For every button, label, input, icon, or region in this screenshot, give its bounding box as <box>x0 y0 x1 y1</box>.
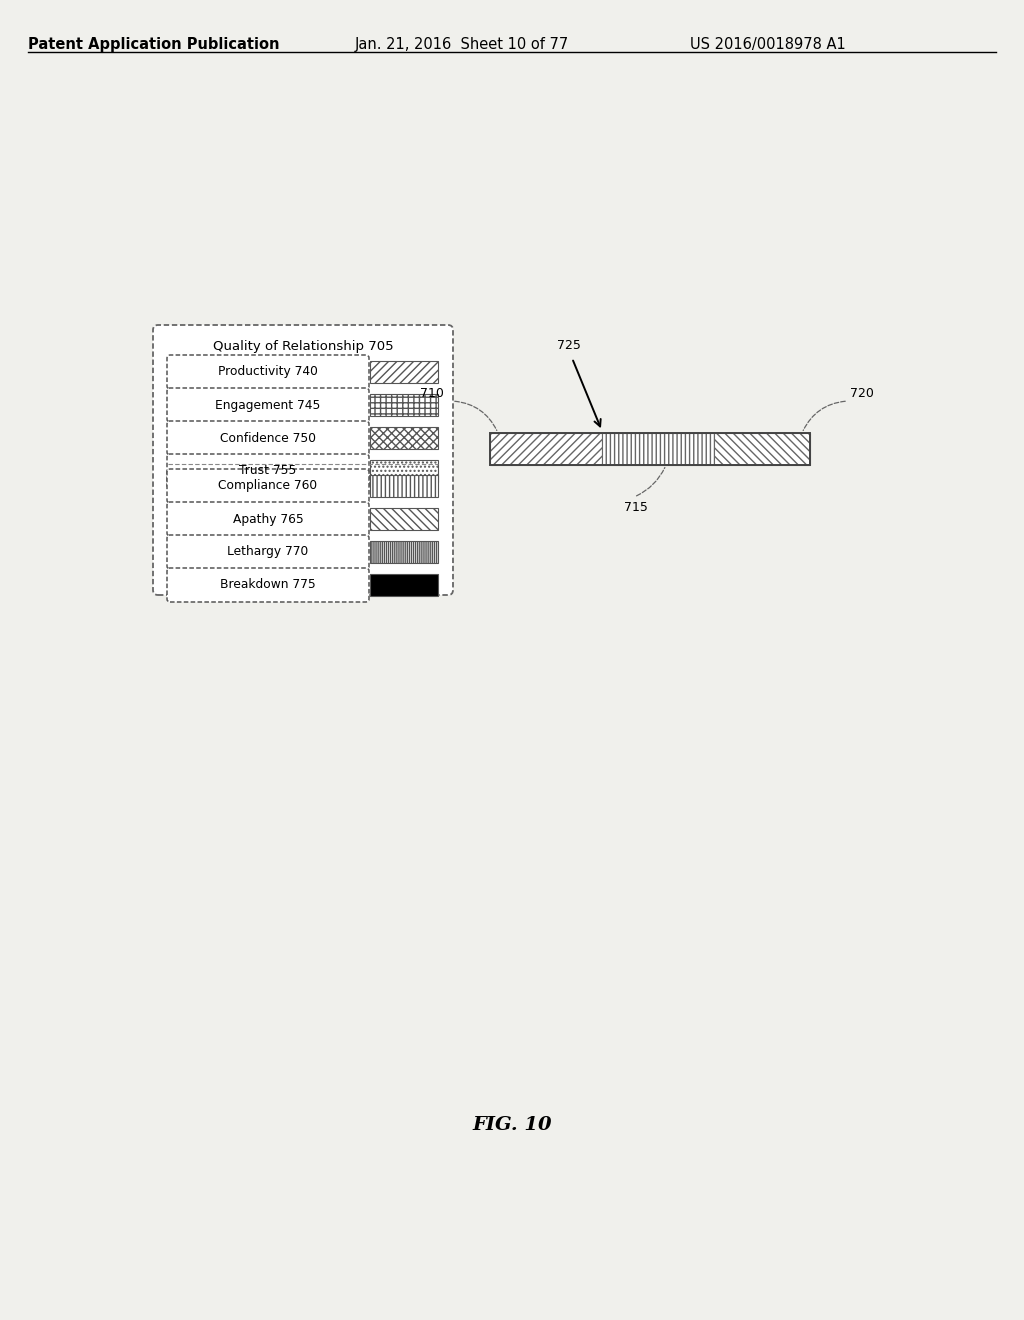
Text: Productivity 740: Productivity 740 <box>218 366 317 379</box>
Bar <box>490 433 602 465</box>
Bar <box>370 574 438 597</box>
Text: Patent Application Publication: Patent Application Publication <box>28 37 280 51</box>
Bar <box>370 541 438 564</box>
FancyBboxPatch shape <box>167 388 369 422</box>
Text: 710: 710 <box>420 387 443 400</box>
Text: Apathy 765: Apathy 765 <box>232 512 303 525</box>
Text: Quality of Relationship 705: Quality of Relationship 705 <box>213 341 393 352</box>
Text: Compliance 760: Compliance 760 <box>218 479 317 492</box>
Bar <box>370 508 438 531</box>
Bar <box>370 426 438 449</box>
Bar <box>602 433 714 465</box>
FancyBboxPatch shape <box>153 325 453 595</box>
Text: Breakdown 775: Breakdown 775 <box>220 578 315 591</box>
Text: 715: 715 <box>625 502 648 513</box>
FancyBboxPatch shape <box>167 535 369 569</box>
Text: Lethargy 770: Lethargy 770 <box>227 545 308 558</box>
Text: Jan. 21, 2016  Sheet 10 of 77: Jan. 21, 2016 Sheet 10 of 77 <box>355 37 569 51</box>
FancyBboxPatch shape <box>167 469 369 503</box>
Bar <box>714 433 810 465</box>
FancyBboxPatch shape <box>167 502 369 536</box>
Bar <box>370 475 438 498</box>
Bar <box>370 393 438 416</box>
Text: FIG. 10: FIG. 10 <box>472 1115 552 1134</box>
FancyBboxPatch shape <box>167 454 369 488</box>
FancyBboxPatch shape <box>167 355 369 389</box>
FancyBboxPatch shape <box>167 568 369 602</box>
Text: Trust 755: Trust 755 <box>240 465 297 478</box>
Text: Confidence 750: Confidence 750 <box>220 432 316 445</box>
Text: 725: 725 <box>557 339 581 352</box>
Bar <box>370 459 438 482</box>
FancyBboxPatch shape <box>167 421 369 455</box>
Text: 720: 720 <box>850 387 873 400</box>
Text: US 2016/0018978 A1: US 2016/0018978 A1 <box>690 37 846 51</box>
Bar <box>370 360 438 383</box>
Bar <box>490 433 810 465</box>
Text: Engagement 745: Engagement 745 <box>215 399 321 412</box>
